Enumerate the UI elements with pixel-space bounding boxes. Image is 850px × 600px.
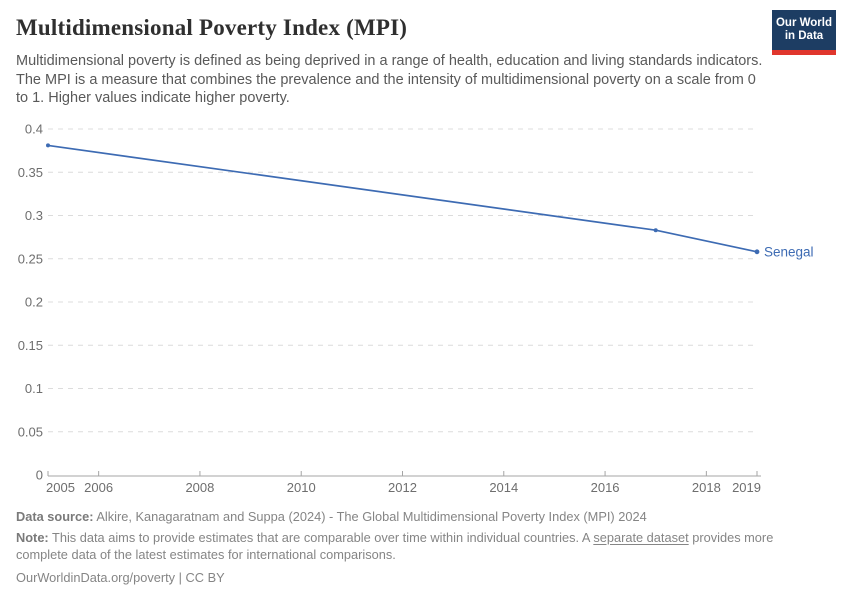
data-source-text: Alkire, Kanagaratnam and Suppa (2024) - …	[93, 508, 647, 524]
x-axis-tick-label: 2006	[84, 480, 113, 495]
citation-line: OurWorldinData.org/poverty | CC BY	[16, 570, 834, 587]
owid-logo[interactable]: Our World in Data	[772, 10, 836, 55]
x-axis-tick-label: 2008	[185, 480, 214, 495]
data-point-senegal-2017[interactable]	[653, 227, 658, 232]
x-axis-tick-label: 2016	[591, 480, 620, 495]
data-source-line: Data source: Alkire, Kanagaratnam and Su…	[16, 509, 834, 526]
data-point-senegal-2005[interactable]	[46, 142, 50, 147]
chart-title: Multidimensional Poverty Index (MPI)	[16, 15, 408, 40]
data-point-senegal-2019[interactable]	[754, 248, 760, 254]
note-text-after-link: provides more complete data of the lates…	[16, 530, 774, 562]
mpi-line-chart[interactable]: 0 0.05 0.1 0.15 0.2 0.25 0.3 0.35 0.4 2005 2006 200…	[0, 116, 850, 501]
x-axis-tick-label: 2010	[287, 480, 316, 495]
note-line: Note: This data aims to provide estimate…	[16, 530, 800, 563]
citation-link[interactable]: OurWorldinData.org/poverty	[16, 570, 176, 585]
owid-logo-line2: in Data	[784, 30, 824, 42]
x-axis-tick-label: 2012	[388, 480, 417, 495]
y-axis-tick-label: 0.4	[25, 121, 43, 136]
owid-logo-line1: Our World	[775, 16, 832, 29]
y-axis-tick-label: 0.05	[18, 424, 43, 439]
y-axis-tick-label: 0.35	[18, 164, 43, 179]
note-label: Note:	[16, 530, 49, 545]
y-axis-tick-label: 0.1	[25, 381, 43, 396]
series-label-senegal[interactable]: Senegal	[764, 244, 814, 259]
y-axis-tick-label: 0.2	[25, 294, 43, 309]
data-source-label: Data source:	[16, 508, 94, 524]
y-axis-tick-label: 0.25	[18, 251, 43, 266]
note-text-before-link: This data aims to provide estimates that…	[48, 530, 594, 545]
chart-footer: Data source: Alkire, Kanagaratnam and Su…	[0, 501, 850, 587]
x-axis-tick-label: 2005	[46, 480, 75, 495]
y-axis-tick-label: 0.3	[25, 208, 43, 223]
x-axis-tick-label: 2018	[692, 480, 721, 495]
x-axis-tick-label: 2019	[732, 480, 761, 495]
y-axis-tick-label: 0	[36, 467, 43, 482]
chart-subtitle: Multidimensional poverty is defined as b…	[16, 53, 763, 106]
y-axis-tick-label: 0.15	[18, 337, 43, 352]
series-line-senegal[interactable]	[47, 144, 758, 253]
separate-dataset-link[interactable]: separate dataset	[593, 530, 689, 545]
citation-license: | CC BY	[175, 570, 225, 585]
x-axis-tick-label: 2014	[489, 480, 518, 495]
chart-header: Multidimensional Poverty Index (MPI) Mul…	[0, 0, 850, 108]
